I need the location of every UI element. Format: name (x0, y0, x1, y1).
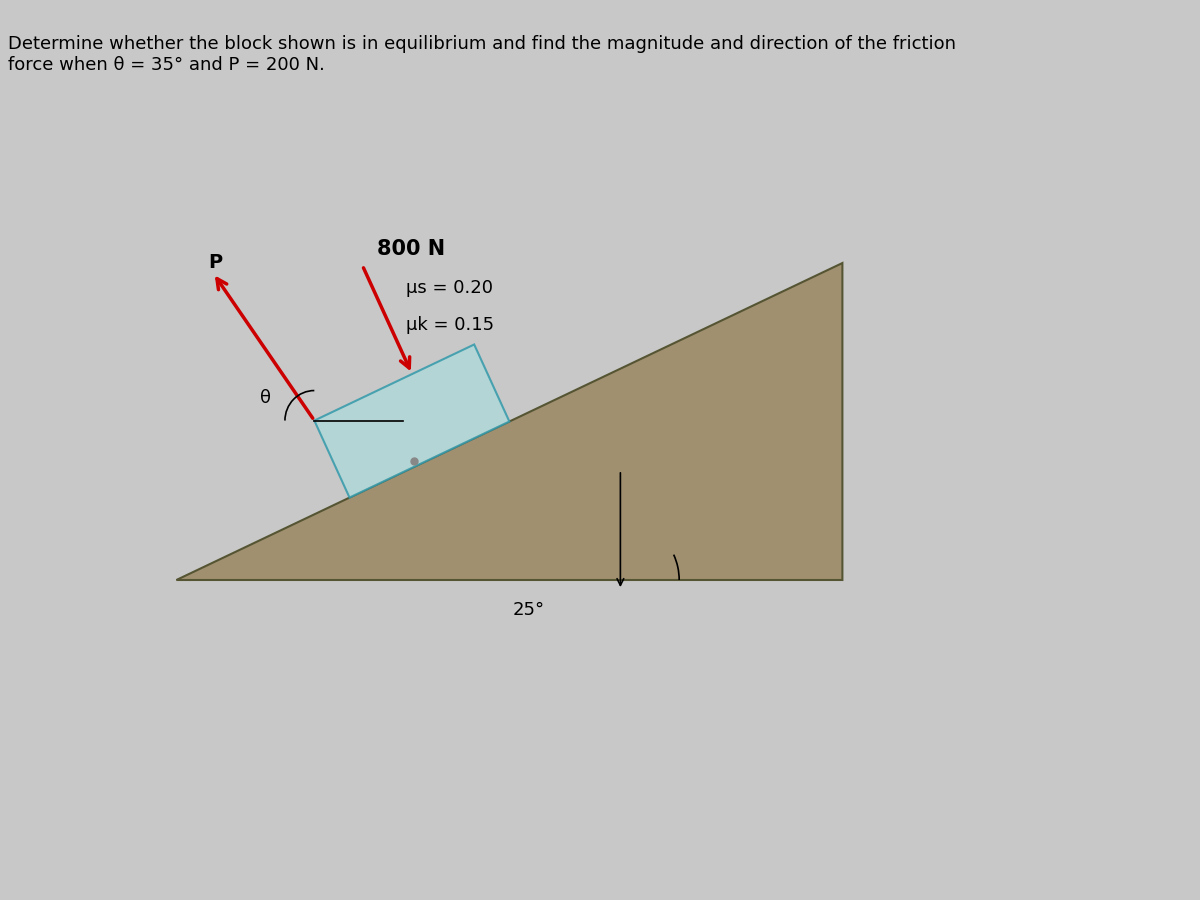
Text: Determine whether the block shown is in equilibrium and find the magnitude and d: Determine whether the block shown is in … (8, 35, 956, 74)
Text: μs = 0.20: μs = 0.20 (407, 279, 493, 297)
Text: θ: θ (260, 389, 271, 407)
Text: 800 N: 800 N (377, 239, 445, 259)
Text: μk = 0.15: μk = 0.15 (407, 316, 494, 334)
Text: P: P (209, 253, 222, 272)
Text: 25°: 25° (512, 601, 545, 619)
Polygon shape (176, 263, 842, 580)
Polygon shape (314, 345, 509, 498)
